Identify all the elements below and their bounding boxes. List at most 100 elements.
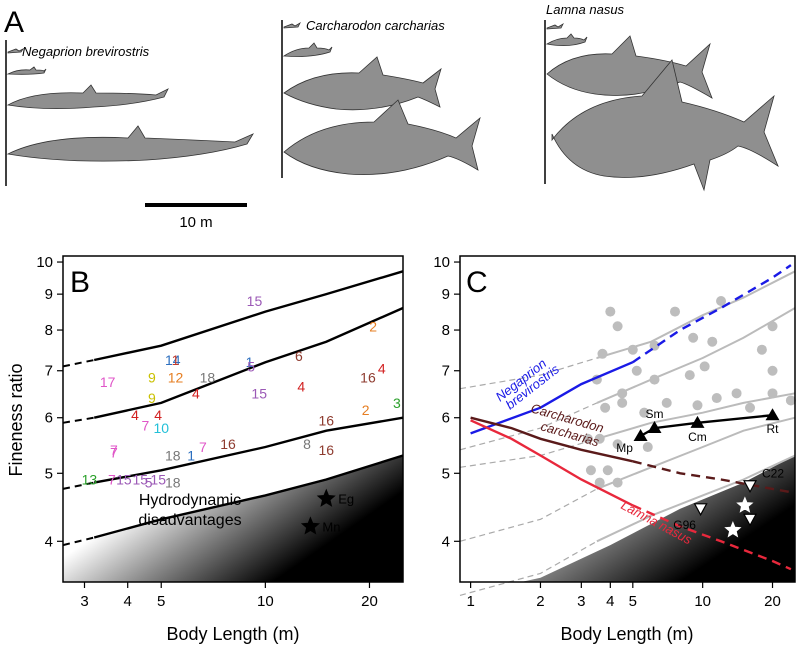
x-tick-label: 2 [536,593,544,610]
species-number-point: 7 [108,471,116,487]
species-number-point: 4 [192,385,200,401]
species-number-point: 4 [131,407,139,423]
species-number-point: 18 [200,369,216,385]
grey-data-point [585,465,596,476]
plot-frame-b [62,255,404,583]
x-tick-label: 20 [361,593,378,610]
open-triangle-label: G96 [673,518,696,532]
triangle-marker [633,429,648,442]
grey-data-point [767,388,778,399]
grey-data-point [699,361,710,372]
species-number-point: 12 [168,369,184,385]
y-tick-label: 5 [442,465,450,482]
y-axis-label: Fineness ratio [6,363,26,476]
grey-data-point [639,407,650,418]
boundary-curve [93,416,404,484]
species-number-point: 2 [362,402,370,418]
triangle-marker [647,421,662,434]
y-tick-label: 7 [442,363,450,380]
species-number-point: 4 [297,378,305,394]
species-number-point: 6 [295,348,303,364]
species-number-point: 1 [187,448,195,464]
species-number-point: 1 [246,354,254,370]
species-number-point: 1 [172,352,180,368]
species-number-point: 9 [148,369,156,385]
species-number-point: 16 [318,442,334,458]
panel-a: A Negaprion brevirostris 10 m Carcharodo… [4,2,779,231]
annotation-hydrodynamic-line2: disadvantages [138,512,241,529]
grey-data-point [688,332,699,343]
grey-data-point [617,397,628,408]
species-number-point: 15 [247,293,263,309]
grey-data-point [582,433,593,444]
x-tick-label: 4 [124,593,132,610]
grey-data-point [707,336,718,347]
species-number-point: 18 [165,475,181,491]
species-number-point: 13 [82,471,98,487]
boundary-curve-dashed [459,357,598,390]
species-number-point: 10 [153,420,169,436]
grey-data-point [612,321,623,332]
species-number-point: 3 [393,395,401,411]
boundary-curve [93,270,404,362]
y-tick-label: 5 [45,465,53,482]
species-number-point: 15 [133,471,149,487]
grey-data-point [612,477,623,488]
grey-data-point [642,442,653,453]
species-line [470,416,634,463]
ontogeny-line [640,414,773,438]
triangle-marker [690,415,705,428]
triangle-label: Rt [767,422,780,436]
species-line-dashed [632,460,792,494]
x-tick-label: 3 [577,593,585,610]
x-tick-label: 4 [606,593,614,610]
triangle-label: Cm [688,430,707,444]
grey-data-point [594,477,605,488]
boundary-curve [93,454,404,539]
boundary-curve [596,307,796,404]
grey-data-point [767,321,778,332]
y-tick-label: 9 [45,286,53,303]
y-tick-label: 4 [442,533,450,550]
grey-data-point [661,397,672,408]
species-number-point: 15 [116,471,132,487]
grey-data-point [716,295,727,306]
grey-data-point [767,365,778,376]
boundary-curve-dashed [62,359,95,368]
shark-silhouette-negaprion [6,47,254,162]
shark-silhouette-carcharodon [282,21,481,175]
panel-a-letter: A [4,6,24,39]
boundary-curve-dashed [459,402,598,451]
x-tick-label: 10 [694,593,711,610]
grey-data-point [612,439,623,450]
open-triangle-marker [693,503,708,517]
species-number-point: 7 [142,417,150,433]
species-number-point: 7 [110,442,118,458]
species-number-point: 16 [318,412,334,428]
panel-c: NegaprionbrevirostrisCarcharodoncarchari… [433,254,796,644]
grey-data-point [756,344,767,355]
species-line [470,419,634,507]
species-number-point: 4 [378,361,386,377]
species-number-point: 14 [165,352,181,368]
grey-data-point [731,388,742,399]
x-tick-label: 5 [157,593,165,610]
species-number-point: 5 [145,475,153,491]
species-label-negaprion: Negaprion brevirostris [22,44,150,59]
y-tick-label: 8 [45,322,53,339]
grey-data-point [627,344,638,355]
grey-data-point [631,365,642,376]
scale-bar-label: 10 m [179,214,212,231]
triangle-label: Sm [645,407,663,421]
y-tick-label: 8 [442,322,450,339]
grey-data-point [597,348,608,359]
x-axis-label-b: Body Length (m) [166,624,299,644]
boundary-curve-dashed [62,481,95,490]
species-number-point: 7 [110,445,118,461]
grey-data-point [594,433,605,444]
grey-data-point [605,306,616,317]
species-number-point: 17 [100,374,116,390]
species-number-point: 16 [360,369,376,385]
species-number-point: 7 [199,439,207,455]
